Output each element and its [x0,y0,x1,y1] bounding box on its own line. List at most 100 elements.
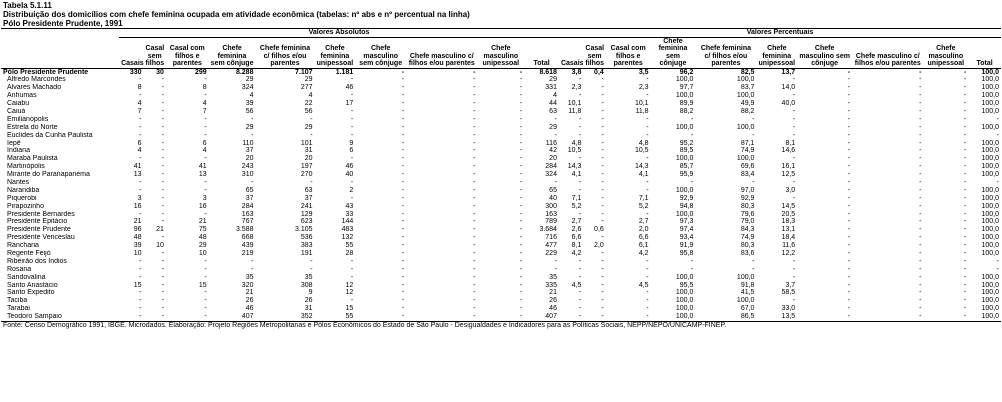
percent-value-cell: 86,5 [695,313,757,323]
column-header-abs: Chefe masculino sem cônjuge [355,37,407,69]
percent-value-cell: 13,1 [781,226,796,234]
percent-value-cell: 91,8 [740,281,755,289]
percent-value-cell: - [963,289,967,297]
percent-value-cell: 100,0 [675,186,694,194]
percent-value-cell: - [919,257,922,265]
absolute-value-cell: 284 [241,202,254,210]
absolute-value-cell: 29 [198,242,207,250]
absolute-value-cell: - [401,115,405,123]
percent-value-cell: - [847,210,851,218]
absolute-value-cell: 8.618 [539,68,557,76]
absolute-value-cell: - [350,115,354,123]
absolute-value-cell: 40 [549,194,557,202]
absolute-value-cell: 29 [245,123,254,131]
absolute-value-cell: - [139,131,142,139]
absolute-value-cell: 219 [241,250,254,258]
absolute-value-cell: - [473,186,476,194]
percent-value-cell: 2,7 [571,218,582,226]
table-row: Euclides da Cunha Paulista - - - - - - - - - - - - - -… [1,132,1001,140]
percent-value-cell: 7,1 [638,194,649,202]
absolute-value-cell: 407 [208,313,256,323]
percent-value-cell: - [579,305,582,313]
percent-value-cell: 100,0 [675,297,694,305]
absolute-value-cell: 7 [202,108,207,115]
absolute-value-cell: - [473,108,476,115]
percent-value-cell: 12,5 [781,171,796,179]
absolute-value-cell: 439 [241,242,254,250]
percent-value-cell: - [847,147,851,155]
absolute-value-cell: 3 [202,194,207,202]
absolute-value-cell: 33 [345,210,354,218]
absolute-value-cell: - [161,186,164,194]
percent-value-cell: - [579,179,582,187]
absolute-value-cell: 65 [549,186,557,194]
percent-value-cell: - [996,131,999,139]
percent-value-cell: - [996,115,999,123]
percent-value-cell: 5,2 [638,202,649,210]
absolute-value-cell: - [473,194,476,202]
municipality-name: Álvares Machado [7,84,62,92]
absolute-value-cell: - [519,108,523,115]
percent-value-cell: - [601,265,604,273]
municipality-name: Presidente Prudente [7,226,71,234]
percent-value-cell: - [847,242,851,250]
percent-value-cell: 88,2 [679,108,694,115]
absolute-value-cell: 40 [345,171,354,179]
percent-value-cell: 14,6 [781,147,796,155]
percent-value-cell: 74,9 [740,234,755,242]
percent-value-cell: - [646,305,649,313]
absolute-value-cell: - [401,108,405,115]
percent-value-cell: - [797,313,853,323]
percent-value-cell: - [601,305,604,313]
percent-value-cell: 10,5 [634,147,649,155]
absolute-value-cell: - [401,68,405,76]
municipality-name: Santo Anastácio [7,281,58,289]
percent-value-cell: 8,1 [785,139,796,147]
absolute-value-cell: 320 [241,281,254,289]
percent-value-cell: 0,6 [594,226,604,234]
column-header-pct: Total [968,37,1001,69]
percent-value-cell: - [646,186,649,194]
absolute-value-cell: - [310,179,313,187]
absolute-value-cell: - [401,92,405,100]
percent-value-cell: - [752,115,755,123]
percent-value-cell: - [646,131,649,139]
percent-value-cell: - [792,265,796,273]
percent-value-cell: 4,8 [638,139,649,147]
percent-value-cell: 88,2 [740,108,755,115]
municipality-name: Alfredo Marcondes [7,76,66,84]
percent-value-cell: - [601,179,604,187]
absolute-value-cell: - [519,242,523,250]
municipality-name: Marabá Paulista [7,155,58,163]
percent-value-cell: - [919,281,922,289]
absolute-value-cell: - [161,265,164,273]
percent-value-cell: - [579,186,582,194]
municipality-name: Emilianópolis [7,115,49,123]
percent-value-cell: 79,6 [740,210,755,218]
absolute-value-cell: 29 [549,123,557,131]
absolute-value-cell: 55 [345,242,354,250]
percent-value-cell: - [601,115,604,123]
percent-value-cell: - [583,313,606,323]
absolute-value-cell: - [519,76,523,84]
percent-value-cell: - [792,257,796,265]
percent-value-cell: - [847,92,851,100]
percent-value-cell: 4,2 [638,250,649,258]
absolute-value-cell: 668 [241,234,254,242]
absolute-value-cell: 6 [202,139,207,147]
percent-value-cell: - [579,273,582,281]
municipality-name: Ribeirão dos Índios [7,257,67,265]
percent-value-cell: - [792,155,796,163]
absolute-value-cell: - [139,305,142,313]
percent-value-cell: 97,4 [679,226,694,234]
absolute-value-cell: - [350,76,354,84]
percent-value-cell: 74,9 [740,147,755,155]
percent-value-cell: - [919,234,922,242]
absolute-value-cell: - [251,115,254,123]
absolute-value-cell: 407 [524,313,559,323]
absolute-value-cell: - [161,139,164,147]
column-header-abs: Chefe masculino c/ filhos e/ou parentes [406,37,478,69]
percent-value-cell: - [963,100,967,108]
percent-value-cell: 97,0 [740,186,755,194]
absolute-value-cell: - [350,297,354,305]
